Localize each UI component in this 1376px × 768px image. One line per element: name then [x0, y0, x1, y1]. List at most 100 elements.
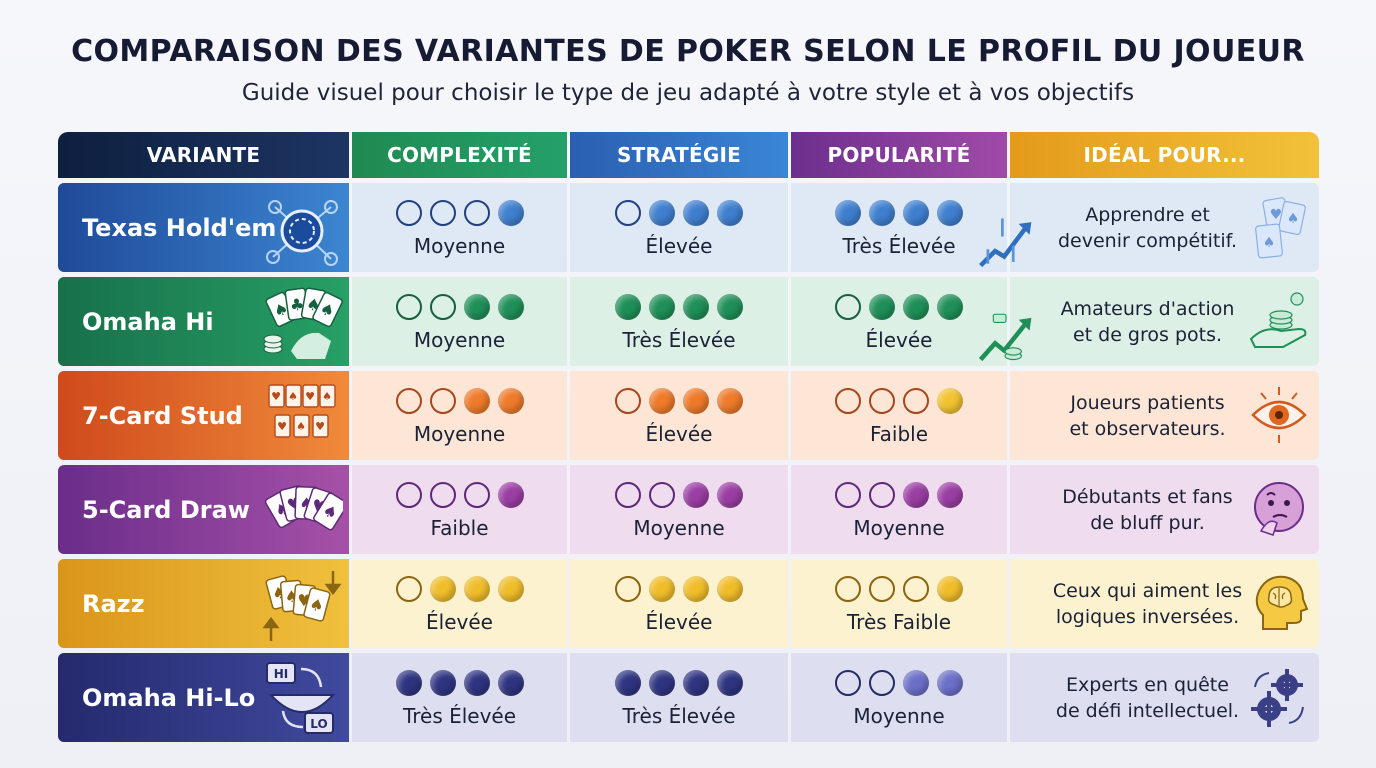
rating-dot-filled	[395, 669, 422, 696]
variant-name: Razz	[82, 589, 145, 618]
complexity-label: Très Élevée	[402, 703, 517, 728]
strategy-rating	[615, 480, 743, 510]
strategy-label: Très Élevée	[622, 327, 736, 352]
popularity-rating	[835, 574, 963, 604]
rating-dot-empty	[835, 575, 861, 602]
rating-dot-filled	[683, 387, 709, 414]
rating-dot-filled	[497, 669, 524, 696]
card-suits-icon: ♥ ♠ ♠	[1247, 195, 1311, 259]
rating-dot-filled	[717, 481, 743, 508]
rating-dot-empty	[649, 481, 675, 508]
variant-cell-7-card-stud: 7-Card Stud ♥ ♠ ♥ ♠ ♥ ♠ ♥	[58, 371, 349, 460]
rating-dot-filled	[869, 199, 895, 226]
popularity-cell-5-card-draw: Moyenne	[791, 465, 1007, 554]
rating-dot-filled	[937, 669, 963, 696]
variant-cell-5-card-draw: 5-Card Draw ♠ ♥ ♠ ♥ ♠	[58, 465, 349, 554]
strategy-label: Moyenne	[633, 515, 725, 540]
rating-dot-empty	[869, 481, 895, 508]
rating-dot-filled	[463, 669, 490, 696]
rating-dot-empty	[615, 481, 641, 508]
rating-dot-filled	[903, 669, 929, 696]
popularity-label: Très Faible	[846, 609, 952, 634]
ideal-cell-omaha-hi: Amateurs d'action et de gros pots.	[1010, 277, 1319, 366]
rating-dot-filled	[903, 199, 929, 226]
rating-dot-empty	[869, 669, 895, 696]
rating-dot-empty	[615, 575, 641, 602]
rating-dot-empty	[463, 481, 490, 508]
svg-text:♠: ♠	[307, 594, 326, 616]
complexity-cell-7-card-stud: Moyenne	[352, 371, 567, 460]
money-hand-icon	[1247, 289, 1311, 353]
complexity-cell-5-card-draw: Faible	[352, 465, 567, 554]
ideal-text: Ceux qui aiment les logiques inversées.	[1052, 579, 1243, 628]
variant-name: Omaha Hi-Lo	[82, 683, 256, 712]
rating-dot-filled	[649, 199, 675, 226]
rating-dot-filled	[463, 575, 490, 602]
variant-cell-razz: Razz ♠ ♠ ♥ ♠	[58, 559, 349, 648]
rating-dot-filled	[615, 293, 641, 320]
rating-dot-empty	[395, 199, 422, 226]
rating-dot-filled	[937, 293, 963, 320]
complexity-cell-razz: Élevée	[352, 559, 567, 648]
svg-text:♥: ♥	[315, 420, 325, 433]
svg-text:♥: ♥	[1270, 207, 1283, 223]
svg-text:♥: ♥	[271, 390, 281, 403]
complexity-rating	[395, 480, 524, 510]
rating-dot-filled	[937, 481, 963, 508]
strategy-label: Élevée	[645, 421, 713, 446]
low-cards-icon: ♠ ♠ ♥ ♠	[261, 563, 343, 645]
rating-dot-filled	[497, 387, 524, 414]
rating-dot-filled	[683, 575, 709, 602]
ideal-text: Joueurs patients et observateurs.	[1069, 391, 1226, 440]
ideal-cell-omaha-hi-lo: Experts en quête de défi intellectuel.	[1010, 653, 1319, 742]
rating-dot-empty	[395, 575, 422, 602]
variant-name: 7-Card Stud	[82, 401, 243, 430]
strategy-cell-omaha-hi-lo: Très Élevée	[570, 653, 788, 742]
complexity-cell-texas-hold-em: Moyenne	[352, 183, 567, 272]
ideal-cell-razz: Ceux qui aiment les logiques inversées.	[1010, 559, 1319, 648]
popularity-label: Faible	[869, 421, 929, 446]
popularity-cell-omaha-hi: Élevée	[791, 277, 1032, 366]
rating-dot-filled	[717, 669, 743, 696]
complexity-cell-omaha-hi: Moyenne	[352, 277, 567, 366]
rating-dot-empty	[835, 481, 861, 508]
popularity-rating	[835, 668, 963, 698]
svg-text:HI: HI	[274, 667, 289, 681]
rating-dot-filled	[649, 293, 675, 320]
header-popularite: POPULARITÉ	[791, 132, 1007, 178]
variant-name: Omaha Hi	[82, 307, 214, 336]
ideal-cell-texas-hold-em: Apprendre et devenir compétitif. ♥ ♠ ♠	[1010, 183, 1319, 272]
comparison-table: VARIANTE COMPLEXITÉ STRATÉGIE POPULARITÉ…	[58, 132, 1319, 743]
svg-text:♠: ♠	[1287, 211, 1300, 227]
fanned-cards-icon: ♠ ♥ ♠ ♥ ♠	[261, 469, 348, 551]
complexity-label: Faible	[430, 515, 489, 540]
popularity-rating	[835, 198, 963, 228]
popularity-cell-7-card-stud: Faible	[791, 371, 1007, 460]
rating-dot-filled	[683, 293, 709, 320]
page-subtitle: Guide visuel pour choisir le type de jeu…	[241, 80, 1135, 106]
hand-of-cards-icon: ♠ ♣ ♠ ♠	[261, 281, 343, 363]
rating-dot-filled	[683, 669, 709, 696]
rating-dot-filled	[937, 575, 963, 602]
gears-icon	[1247, 665, 1311, 729]
variant-name: Texas Hold'em	[82, 213, 277, 242]
ideal-text: Experts en quête de défi intellectuel.	[1055, 673, 1240, 722]
ideal-cell-5-card-draw: Débutants et fans de bluff pur.	[1010, 465, 1319, 554]
popularity-label: Moyenne	[853, 703, 945, 728]
rating-dot-empty	[429, 481, 456, 508]
svg-text:♠: ♠	[322, 390, 332, 403]
rating-dot-empty	[429, 199, 456, 226]
rating-dot-filled	[683, 481, 709, 508]
rating-dot-filled	[717, 293, 743, 320]
strategy-rating	[615, 292, 743, 322]
rating-dot-empty	[615, 387, 641, 414]
rating-dot-empty	[869, 387, 895, 414]
strategy-rating	[615, 574, 743, 604]
svg-text:♠: ♠	[1263, 235, 1276, 251]
svg-text:♠: ♠	[288, 390, 298, 403]
money-trend-icon	[977, 307, 1035, 365]
complexity-rating	[395, 386, 524, 416]
rating-dot-empty	[869, 575, 895, 602]
rating-dot-empty	[903, 387, 929, 414]
rating-dot-filled	[649, 575, 675, 602]
